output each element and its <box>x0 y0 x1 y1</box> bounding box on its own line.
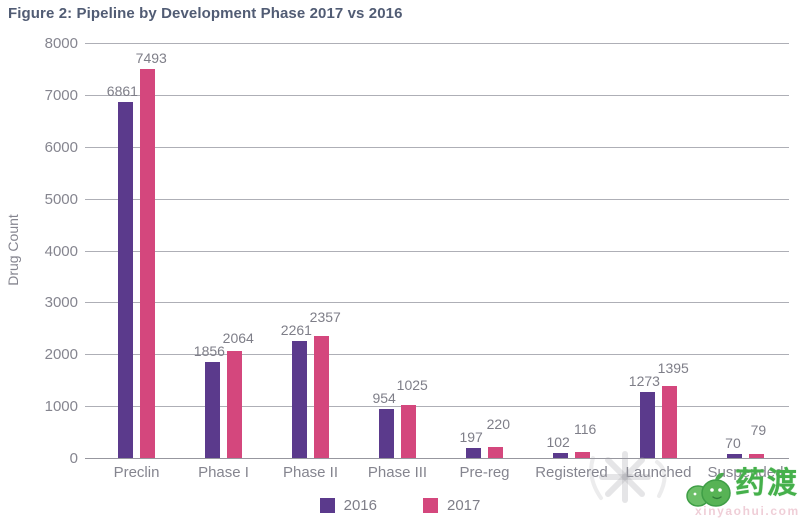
bar-value-label-2016: 1856 <box>193 342 225 359</box>
gridline <box>85 146 789 148</box>
bar-2016 <box>640 391 655 458</box>
category-label: Pre-reg <box>459 464 510 481</box>
gridline <box>85 406 789 408</box>
legend-swatch-2016 <box>319 498 335 513</box>
bar-2017 <box>488 446 503 458</box>
category-label: Phase III <box>367 464 428 481</box>
bar-value-label-2016: 6861 <box>106 83 138 100</box>
bar-2016 <box>553 452 568 458</box>
y-tick-label: 1000 <box>44 398 78 416</box>
bar-value-label-2017: 2064 <box>222 329 254 346</box>
y-tick-label: 3000 <box>44 294 78 312</box>
gridline <box>85 458 789 459</box>
y-tick-label: 4000 <box>44 242 78 260</box>
bar-2017 <box>575 451 590 458</box>
gridline <box>85 43 789 44</box>
category-label: Suspended <box>707 464 784 481</box>
bar-2016 <box>118 102 133 458</box>
bar-value-label-2016: 2261 <box>280 321 312 338</box>
legend-item-2017: 2017 <box>423 497 480 514</box>
bar-2017 <box>314 335 329 458</box>
bar-value-label-2016: 70 <box>725 435 741 452</box>
bar-2016 <box>205 361 220 458</box>
bar-value-label-2016: 954 <box>372 389 396 406</box>
bar-2017 <box>749 453 764 458</box>
legend-label-2017: 2017 <box>447 497 481 514</box>
bar-2017 <box>140 69 155 458</box>
legend-swatch-2017 <box>423 498 438 513</box>
bar-value-label-2017: 1025 <box>396 376 428 393</box>
bar-value-label-2017: 220 <box>486 415 510 432</box>
bar-value-label-2017: 1395 <box>657 359 689 376</box>
category-label: Preclin <box>113 464 160 481</box>
y-tick-label: 0 <box>69 450 78 467</box>
bar-2016 <box>379 408 394 458</box>
bar-2016 <box>466 447 481 458</box>
bar-value-label-2017: 116 <box>574 420 597 437</box>
bar-2017 <box>227 350 242 458</box>
bar-2016 <box>292 340 307 458</box>
bar-value-label-2016: 197 <box>459 428 483 445</box>
bar-2017 <box>401 404 416 458</box>
y-tick-label: 6000 <box>44 138 78 156</box>
figure-title: Figure 2: Pipeline by Development Phase … <box>8 5 403 22</box>
legend: 2016 2017 <box>0 497 800 514</box>
bar-value-label-2016: 102 <box>546 433 570 450</box>
gridline <box>85 250 789 252</box>
gridline <box>85 198 789 200</box>
category-label: Phase I <box>198 464 249 481</box>
category-label: Phase II <box>282 464 339 481</box>
category-label: Registered <box>535 464 608 481</box>
bar-2017 <box>662 385 677 458</box>
bar-value-label-2017: 7493 <box>135 50 167 67</box>
gridline <box>85 302 789 304</box>
bar-value-label-2017: 2357 <box>309 308 341 325</box>
legend-item-2016: 2016 <box>319 497 377 514</box>
bar-2016 <box>727 454 742 458</box>
bar-value-label-2016: 1273 <box>628 372 660 389</box>
y-tick-label: 8000 <box>44 35 78 52</box>
y-tick-label: 2000 <box>44 346 78 364</box>
y-tick-label: 7000 <box>44 86 78 104</box>
gridline <box>85 354 789 356</box>
category-label: Launched <box>625 464 692 481</box>
bar-value-label-2017: 79 <box>750 422 767 439</box>
legend-label-2016: 2016 <box>343 497 377 514</box>
gridline <box>85 94 789 96</box>
y-tick-label: 5000 <box>44 190 78 208</box>
